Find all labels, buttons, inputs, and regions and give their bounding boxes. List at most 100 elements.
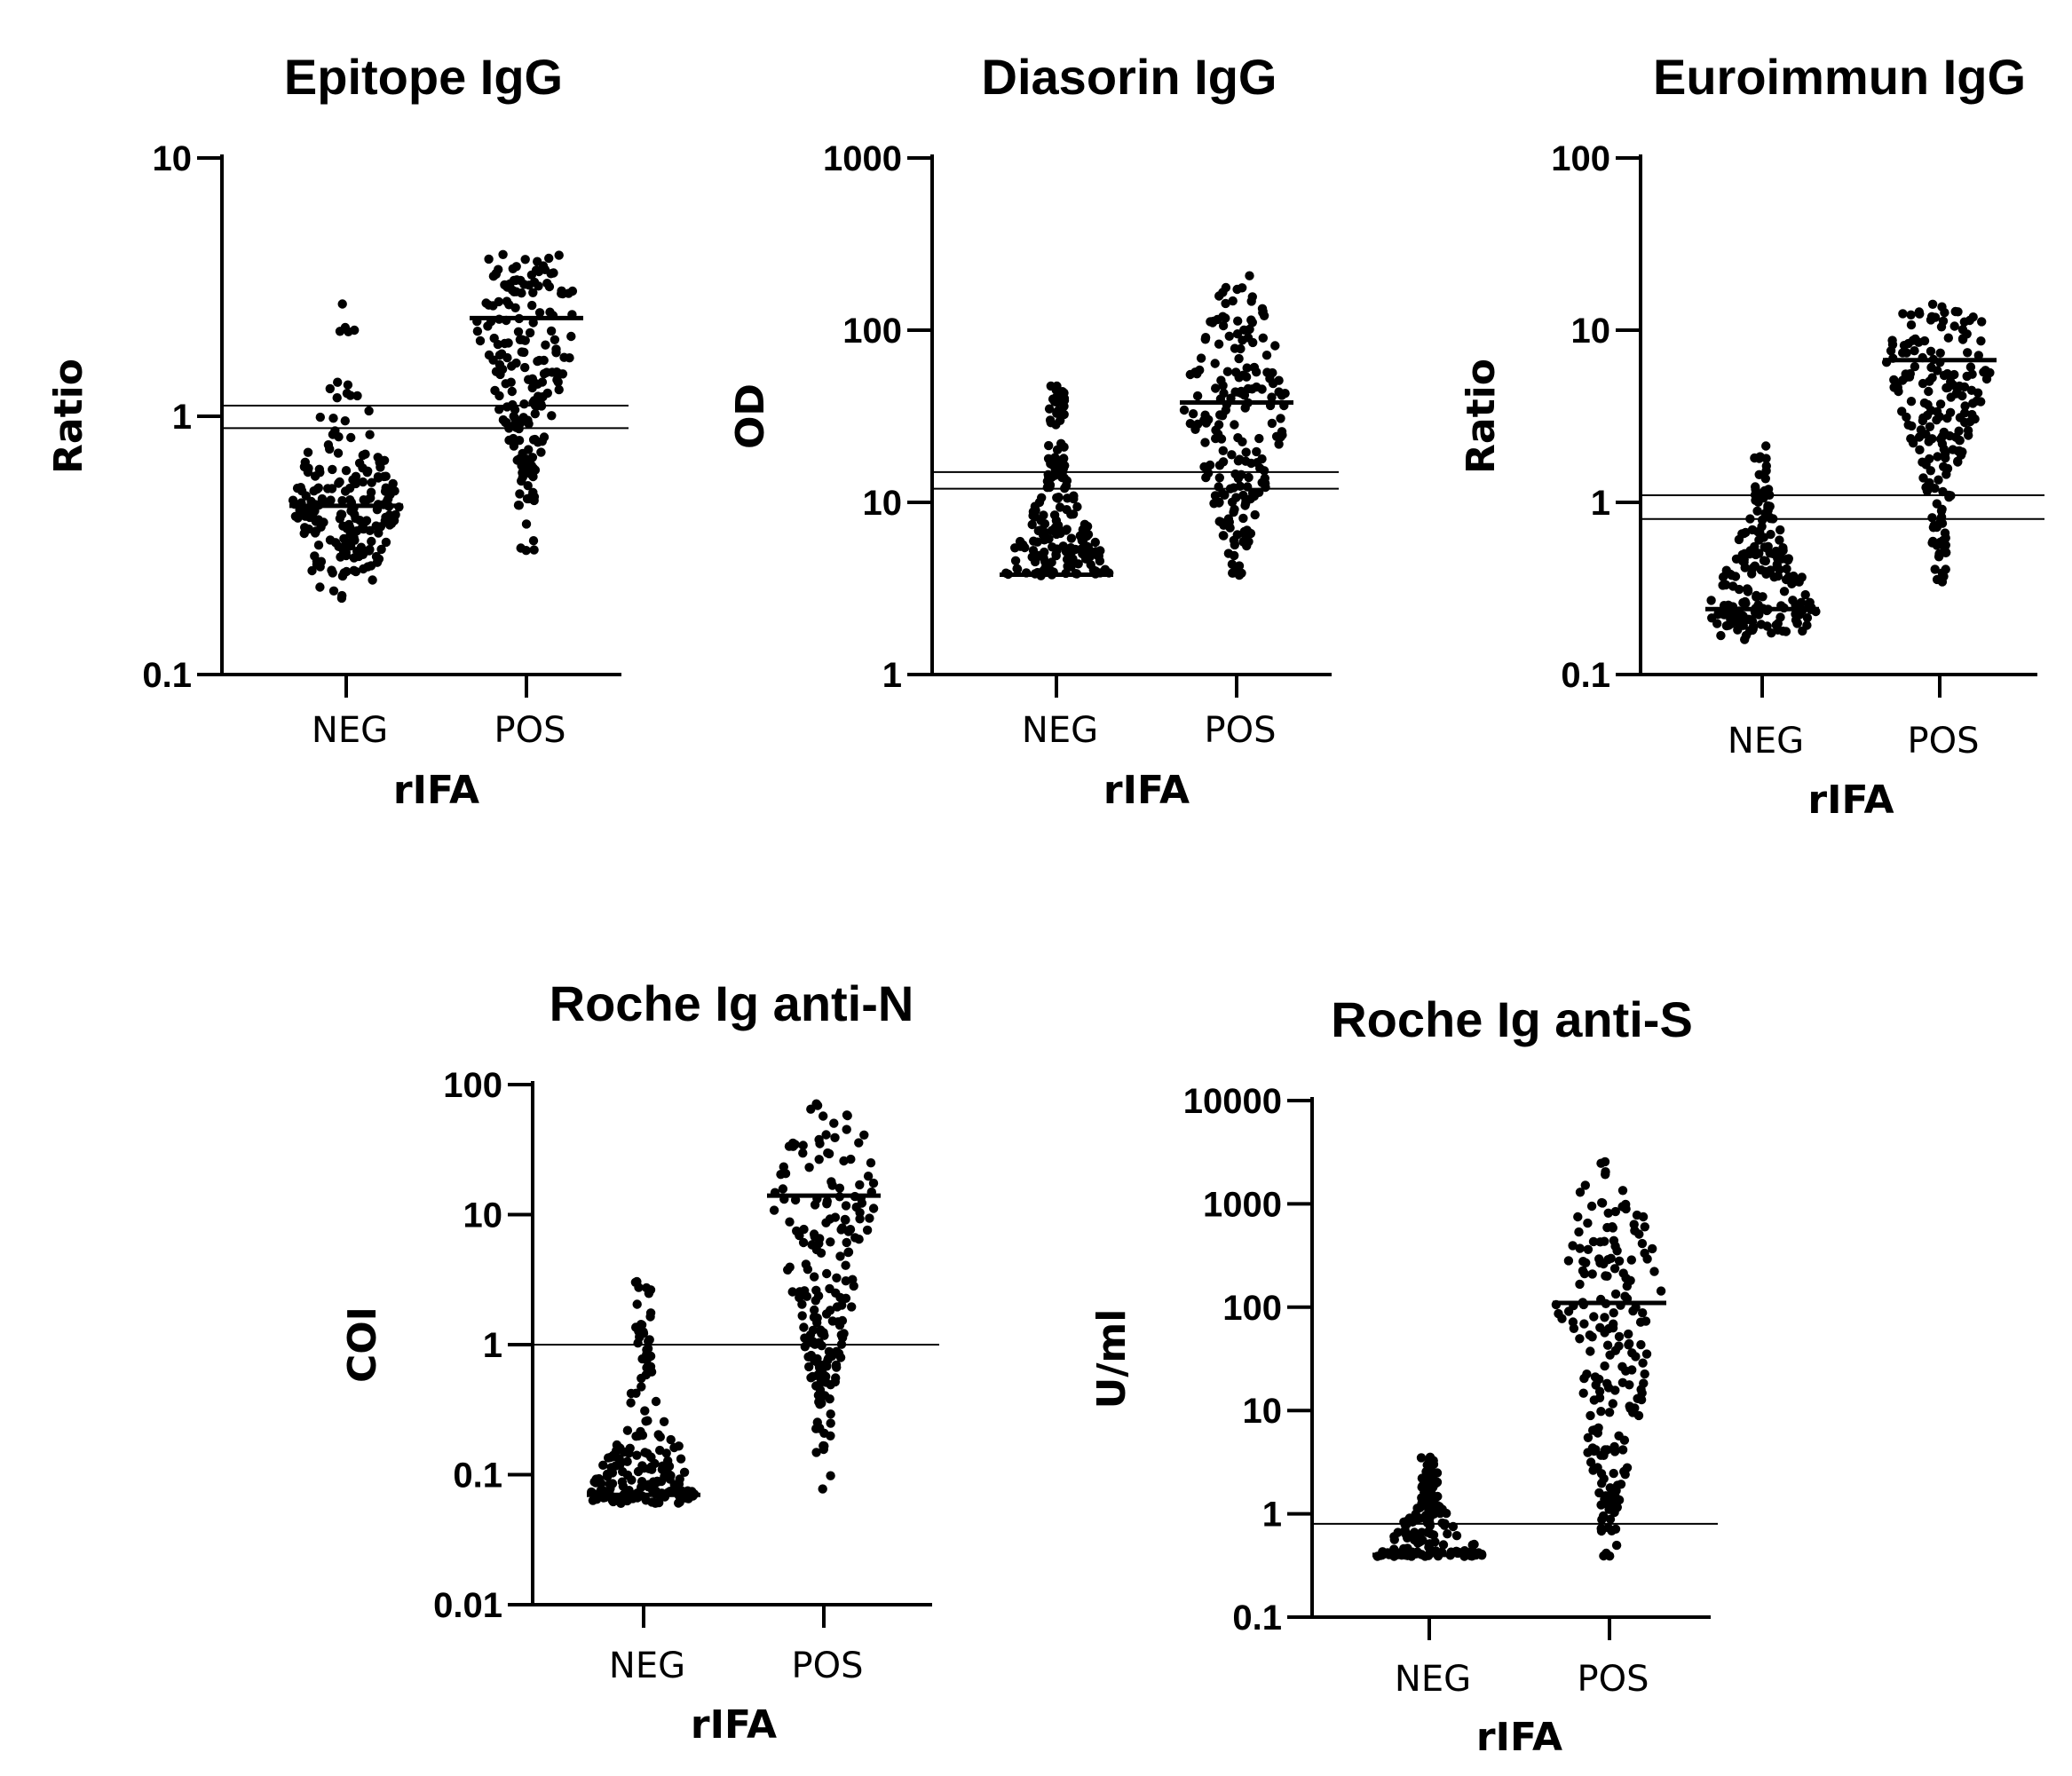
data-point [1760, 542, 1769, 552]
y-tick-label: 1 [483, 1326, 502, 1365]
data-point [788, 1141, 798, 1151]
data-point [594, 1475, 604, 1486]
data-point [1270, 341, 1280, 351]
data-point [1617, 1377, 1628, 1388]
data-point [1575, 1279, 1585, 1290]
data-point [1252, 446, 1261, 457]
data-point [546, 326, 557, 336]
data-point [1569, 1323, 1579, 1334]
data-point [1946, 491, 1956, 501]
data-point [542, 388, 552, 399]
data-point [826, 1471, 835, 1480]
data-point [1775, 535, 1784, 545]
data-point [1214, 291, 1224, 301]
data-point [1981, 374, 1992, 384]
data-point [1794, 577, 1804, 587]
data-point [637, 1477, 647, 1487]
data-point [376, 522, 386, 532]
data-point [661, 1448, 671, 1458]
data-point [857, 1198, 867, 1208]
data-point [337, 590, 347, 601]
data-point [1775, 549, 1784, 559]
data-point [1028, 507, 1039, 517]
data-point [632, 1299, 642, 1309]
data-point [1739, 528, 1749, 539]
data-point [379, 455, 390, 465]
data-point [841, 1201, 851, 1211]
data-point [1245, 324, 1254, 335]
y-tick-label: 1 [172, 398, 192, 437]
data-point [1403, 1543, 1412, 1553]
data-point [1059, 442, 1069, 452]
y-tick-label: 100 [1222, 1289, 1282, 1328]
data-point [554, 250, 564, 260]
data-point [1596, 1469, 1607, 1479]
data-point [494, 405, 504, 414]
data-point [1586, 1346, 1595, 1356]
data-point [1779, 587, 1790, 596]
data-point [847, 1302, 857, 1312]
data-point [1575, 1334, 1585, 1344]
data-point [524, 445, 534, 454]
x-axis-title: rIFA [1103, 768, 1190, 813]
data-point [1933, 366, 1942, 375]
data-point [827, 1316, 838, 1326]
data-point [1769, 572, 1779, 582]
data-point [1610, 1524, 1621, 1535]
data-point [1782, 554, 1791, 564]
data-point [325, 383, 335, 394]
data-point [826, 1306, 835, 1315]
data-point [376, 544, 386, 555]
data-point [837, 1315, 848, 1326]
data-point [1231, 367, 1241, 377]
data-point [1246, 528, 1256, 539]
data-point [811, 1448, 821, 1457]
panel-title: Euroimmun IgG [1653, 49, 2026, 105]
data-point [1426, 1467, 1436, 1478]
data-point [494, 296, 503, 307]
data-point [537, 377, 548, 387]
data-point [1739, 557, 1749, 567]
data-point [1086, 560, 1095, 570]
data-point [835, 1251, 845, 1261]
data-point [1641, 1316, 1651, 1326]
data-point [323, 440, 334, 450]
data-point [1887, 340, 1898, 350]
data-point [617, 1496, 628, 1506]
x-category-label: NEG [1022, 710, 1098, 751]
data-point [1232, 530, 1243, 540]
data-point [491, 268, 501, 279]
data-point [1237, 386, 1246, 397]
data-point [1609, 1468, 1618, 1479]
data-point [1241, 447, 1251, 457]
data-point [625, 1443, 635, 1454]
data-point [1956, 450, 1966, 460]
data-point [819, 1428, 829, 1439]
data-point [1925, 422, 1935, 431]
data-point [1626, 1255, 1637, 1265]
data-point [1754, 470, 1764, 479]
data-point [1448, 1521, 1459, 1532]
data-point [1934, 475, 1943, 485]
data-point [801, 1259, 811, 1269]
data-point [1953, 307, 1963, 317]
data-point [637, 1382, 646, 1392]
data-point [340, 416, 350, 426]
data-point [1752, 506, 1762, 516]
data-point [358, 477, 368, 487]
data-point [530, 434, 540, 445]
data-point [1575, 1188, 1586, 1197]
data-point [830, 1212, 841, 1222]
data-point [1933, 539, 1943, 549]
data-point [1760, 485, 1770, 496]
data-point [328, 430, 338, 439]
data-point [366, 493, 376, 503]
data-point [357, 524, 367, 533]
data-point [810, 1272, 819, 1282]
data-point [522, 493, 533, 504]
data-point [371, 551, 382, 562]
data-point [1609, 1447, 1620, 1456]
data-point [1583, 1218, 1593, 1228]
data-point [631, 1322, 641, 1332]
data-point [1964, 430, 1973, 440]
